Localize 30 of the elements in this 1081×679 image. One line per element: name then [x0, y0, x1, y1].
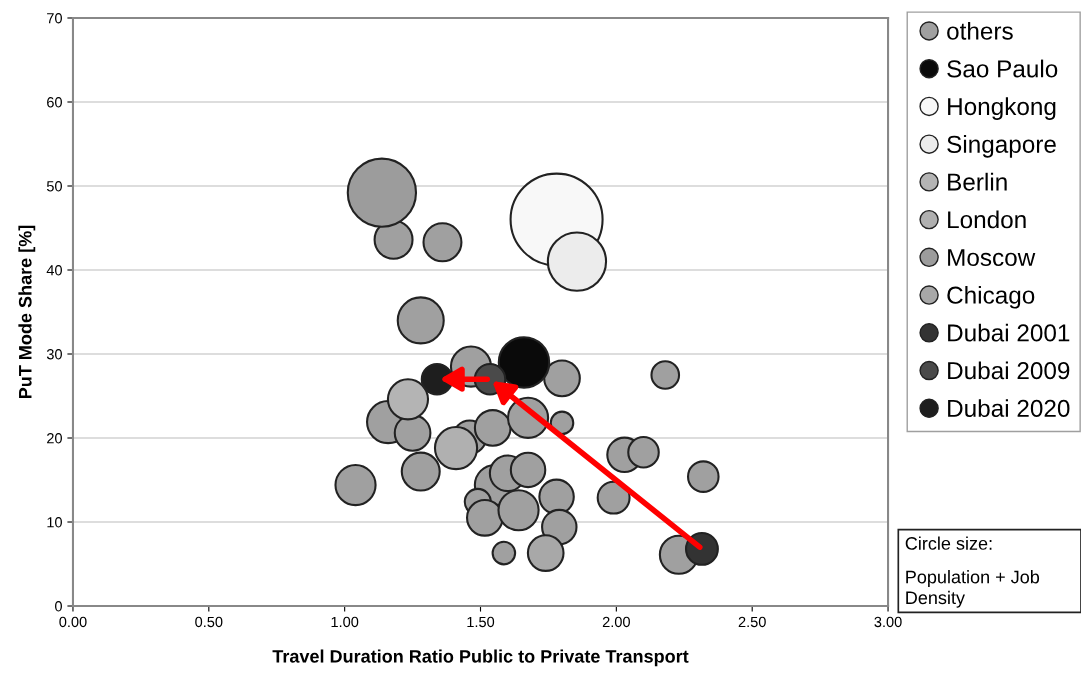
- x-tick-label: 1.50: [467, 616, 495, 628]
- legend-label: Sao Paulo: [947, 59, 1058, 78]
- y-tick-label: 50: [46, 181, 62, 192]
- text: Population + Job Density: [906, 570, 1040, 608]
- legend-label: others: [947, 21, 1013, 40]
- x-tick-label: 2.00: [602, 616, 630, 628]
- legend-label: Berlin: [948, 172, 1007, 191]
- text: Circle size:: [905, 536, 992, 550]
- x-tick-label: 1.00: [331, 616, 359, 628]
- legend-label: Chicago: [947, 285, 1035, 309]
- legend-label: London: [948, 210, 1026, 229]
- x-tick-label: 3.00: [874, 616, 902, 628]
- legend-label: Dubai 2009: [948, 361, 1070, 380]
- x-tick-label: 2.50: [738, 616, 766, 628]
- legend-label: Hongkong: [948, 97, 1056, 120]
- y-tick-label: 30: [46, 349, 62, 360]
- y-tick-label: 10: [47, 517, 62, 528]
- legend-label: Dubai 2020: [948, 399, 1070, 417]
- legend-label: Dubai 2001: [948, 323, 1070, 342]
- y-tick-label: 0: [55, 601, 62, 612]
- x-tick-label: 0.50: [195, 616, 223, 628]
- x-tick-label: 0.00: [59, 616, 87, 628]
- y-tick-label: 40: [46, 265, 62, 276]
- y-axis-title: PuT Mode Share [%]: [18, 225, 36, 399]
- legend-label: Singapore: [947, 135, 1056, 158]
- y-tick-label: 60: [47, 97, 62, 108]
- y-tick-label: 20: [47, 433, 62, 444]
- x-axis-title: Travel Duration Ratio Public to Private Transport: [272, 649, 689, 667]
- legend-label: Moscow: [948, 249, 1036, 267]
- y-tick-label: 70: [47, 13, 62, 24]
